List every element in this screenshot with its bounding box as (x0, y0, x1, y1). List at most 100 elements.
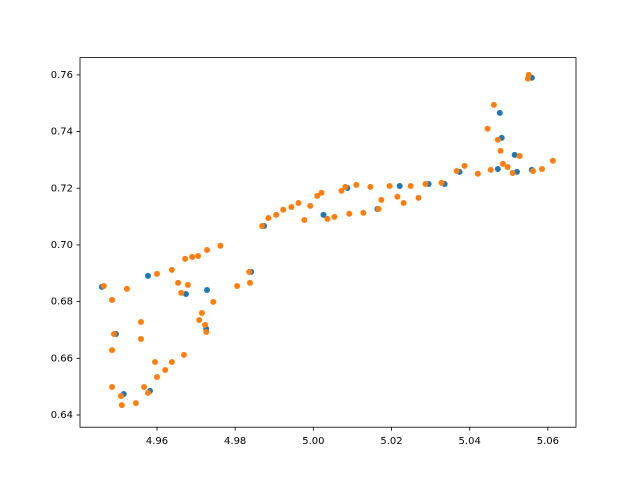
point (487, 166, 494, 173)
point (324, 215, 331, 222)
point (145, 389, 152, 396)
x-tick-label: 5.00 (302, 436, 324, 447)
point (538, 165, 545, 172)
point (198, 309, 205, 316)
point (386, 182, 393, 189)
point (118, 402, 125, 409)
x-tick-label: 5.06 (537, 436, 559, 447)
point (307, 202, 314, 209)
point (496, 109, 503, 116)
point (153, 374, 160, 381)
point (353, 181, 360, 188)
point (259, 222, 266, 229)
point (132, 400, 139, 407)
point (301, 217, 308, 224)
point (137, 319, 144, 326)
point (394, 193, 401, 200)
point (123, 285, 130, 292)
point (180, 351, 187, 358)
point (516, 152, 523, 159)
point (202, 321, 209, 328)
point (378, 196, 385, 203)
y-tick-label: 0.74 (51, 127, 73, 138)
point (497, 147, 504, 154)
point (184, 281, 191, 288)
x-tick-label: 5.04 (459, 436, 481, 447)
point (474, 170, 481, 177)
point (111, 330, 118, 337)
point (314, 192, 321, 199)
point (461, 162, 468, 169)
x-tick-label: 5.02 (380, 436, 402, 447)
point (210, 298, 217, 305)
point (204, 287, 211, 294)
point (342, 183, 349, 190)
point (375, 205, 382, 212)
point (217, 242, 224, 249)
point (280, 206, 287, 213)
axes-frame (79, 57, 577, 428)
point (109, 347, 116, 354)
point (484, 125, 491, 132)
point (273, 211, 280, 218)
point (509, 169, 516, 176)
point (494, 136, 501, 143)
x-tick-label: 4.96 (146, 436, 168, 447)
point (168, 266, 175, 273)
point (153, 270, 160, 277)
point (137, 336, 144, 343)
point (295, 200, 302, 207)
point (525, 71, 532, 78)
point (247, 279, 254, 286)
point (549, 157, 556, 164)
point (320, 211, 327, 218)
point (182, 290, 189, 297)
point (499, 160, 506, 167)
point (504, 164, 511, 171)
y-tick-label: 0.72 (51, 183, 73, 194)
point (288, 203, 295, 210)
point (511, 151, 518, 158)
point (168, 359, 175, 366)
point (490, 101, 497, 108)
point (196, 317, 203, 324)
point (331, 213, 338, 220)
point (422, 181, 429, 188)
point (530, 167, 537, 174)
point (175, 279, 182, 286)
point (265, 215, 272, 222)
point (438, 179, 445, 186)
y-tick-label: 0.70 (51, 240, 73, 251)
point (318, 189, 325, 196)
point (195, 253, 202, 260)
x-tick-label: 4.98 (224, 436, 246, 447)
point (100, 283, 107, 290)
point (118, 393, 125, 400)
y-tick-label: 0.66 (51, 353, 73, 364)
point (453, 167, 460, 174)
point (152, 359, 159, 366)
point (407, 182, 414, 189)
point (109, 296, 116, 303)
point (203, 328, 210, 335)
point (400, 200, 407, 207)
point (189, 253, 196, 260)
point (109, 383, 116, 390)
point (338, 187, 345, 194)
plot-area (98, 71, 556, 409)
point (234, 283, 241, 290)
point (182, 255, 189, 262)
point (367, 183, 374, 190)
point (204, 247, 211, 254)
y-tick-label: 0.68 (51, 297, 73, 308)
point (494, 165, 501, 172)
point (396, 182, 403, 189)
point (141, 383, 148, 390)
point (246, 268, 253, 275)
point (360, 209, 367, 216)
point (346, 210, 353, 217)
point (415, 194, 422, 201)
y-tick-label: 0.76 (51, 70, 73, 81)
